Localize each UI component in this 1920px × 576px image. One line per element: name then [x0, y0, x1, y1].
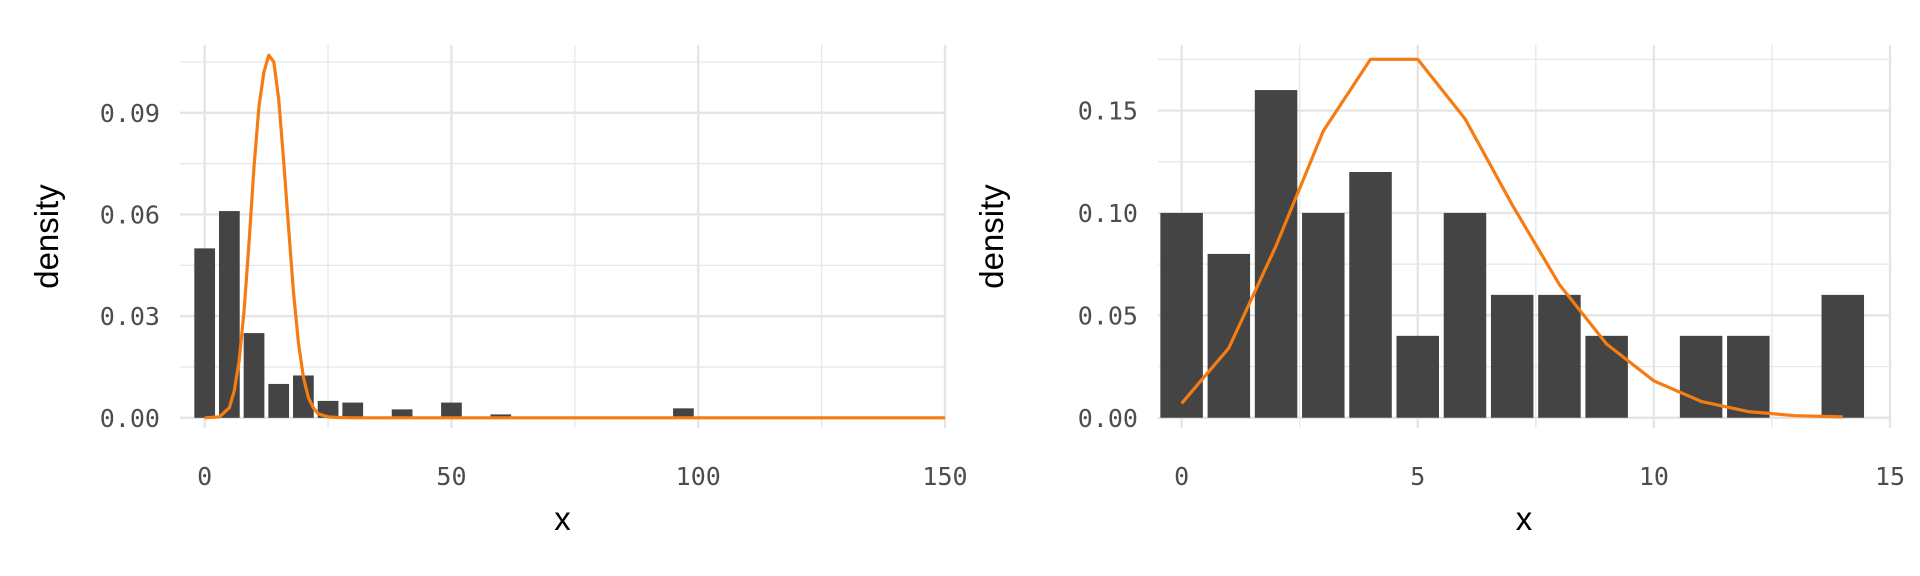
x-tick-label: 0 [197, 462, 212, 491]
x-axis-title: x [554, 500, 571, 537]
histogram-bar [391, 409, 413, 418]
histogram-bar [1207, 253, 1251, 418]
histogram-bar [1490, 294, 1534, 418]
y-tick-label: 0.09 [100, 99, 160, 128]
y-tick-label: 0.00 [1078, 404, 1138, 433]
y-tick-label: 0.10 [1078, 199, 1138, 228]
histogram-bar [1302, 212, 1345, 418]
x-tick-label: 100 [676, 462, 721, 491]
y-tick-label: 0.03 [100, 302, 160, 331]
histogram-bar [342, 402, 364, 418]
histogram-bar [1538, 294, 1581, 418]
histogram-bar [1254, 90, 1298, 418]
y-tick-label: 0.15 [1078, 97, 1138, 126]
y-tick-label: 0.06 [100, 200, 160, 229]
histogram-bar [243, 333, 265, 418]
x-axis-title: x [1516, 500, 1533, 537]
histogram-bar [194, 248, 216, 418]
histogram-bar [1585, 335, 1628, 418]
histogram-bar [1160, 212, 1203, 418]
histogram-bar [293, 375, 314, 418]
histogram-bar [441, 402, 462, 418]
x-tick-label: 10 [1639, 462, 1669, 491]
y-tick-label: 0.05 [1078, 301, 1138, 330]
histogram-bar [1821, 294, 1865, 418]
histogram-bar [673, 408, 694, 418]
chart-panel-1: 0 50 100 150 0.00 0.03 0.06 0.09 x density [28, 45, 968, 537]
histogram-bar [1443, 212, 1487, 418]
density-curve [204, 53, 945, 420]
x-tick-label: 0 [1174, 462, 1189, 491]
histogram-bar [1396, 335, 1439, 418]
x-tick-label: 15 [1875, 462, 1905, 491]
chart-panel-2: 0 5 10 15 0.00 0.05 0.10 0.15 x density [973, 45, 1905, 537]
histogram-bar [1727, 335, 1770, 418]
histogram-bar [490, 414, 512, 418]
histogram-bar [218, 211, 240, 418]
y-axis-title: density [28, 184, 65, 289]
histogram-bar [268, 383, 290, 418]
y-tick-label: 0.00 [100, 404, 160, 433]
y-axis-title: density [973, 184, 1010, 289]
x-tick-label: 150 [922, 462, 967, 491]
x-tick-label: 50 [436, 462, 466, 491]
histogram-bar [1349, 171, 1392, 418]
density-curve [1180, 57, 1843, 419]
x-tick-label: 5 [1410, 462, 1425, 491]
